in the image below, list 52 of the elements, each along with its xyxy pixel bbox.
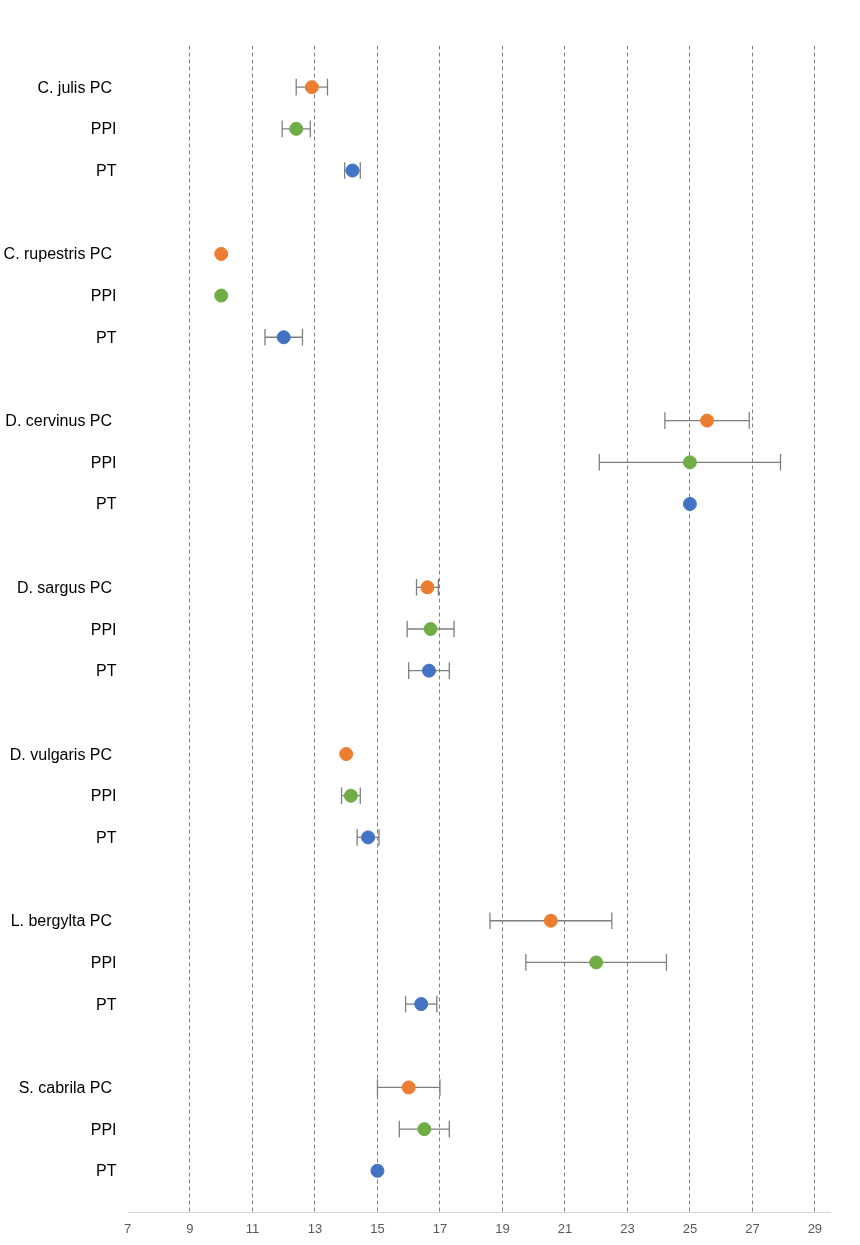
point bbox=[417, 1122, 432, 1137]
y-tick-label: S. cabrila PC bbox=[18, 1078, 113, 1096]
point bbox=[422, 663, 437, 678]
point bbox=[370, 1163, 385, 1178]
y-tick-label: C. julis PC bbox=[37, 78, 113, 96]
y-tick-label: C. rupestris PC bbox=[3, 245, 113, 263]
point bbox=[543, 913, 558, 928]
point bbox=[414, 997, 429, 1012]
point bbox=[289, 121, 304, 136]
y-tick-label: D. sargus PC bbox=[16, 578, 113, 596]
y-tick-label: PT bbox=[96, 662, 117, 680]
x-tick-label: 13 bbox=[307, 1220, 323, 1236]
x-tick-label: 9 bbox=[186, 1220, 194, 1236]
point bbox=[339, 747, 354, 762]
y-tick-label: D. cervinus PC bbox=[5, 412, 113, 430]
y-tick-label: PT bbox=[96, 995, 117, 1013]
y-tick-label: PPI bbox=[90, 120, 117, 138]
y-tick-label: PT bbox=[96, 162, 117, 180]
y-tick-label: PPI bbox=[90, 1120, 117, 1138]
y-tick-label: PPI bbox=[90, 620, 117, 638]
x-tick-label: 21 bbox=[557, 1220, 573, 1236]
x-tick-label: 15 bbox=[370, 1220, 385, 1236]
x-tick-label: 11 bbox=[245, 1220, 260, 1236]
point bbox=[276, 330, 291, 345]
point bbox=[420, 580, 435, 595]
point bbox=[214, 288, 229, 303]
point bbox=[401, 1080, 416, 1095]
y-tick-label: PPI bbox=[90, 787, 117, 805]
point bbox=[214, 246, 229, 261]
x-tick-label: 25 bbox=[682, 1220, 698, 1236]
point bbox=[682, 496, 697, 511]
y-tick-label: PT bbox=[96, 328, 117, 346]
y-tick-label: PPI bbox=[90, 453, 117, 471]
point bbox=[423, 622, 438, 636]
point bbox=[682, 455, 697, 470]
y-tick-label: PT bbox=[96, 495, 117, 513]
x-tick-label: 7 bbox=[123, 1220, 132, 1236]
y-tick-label: PT bbox=[96, 828, 117, 846]
point bbox=[589, 955, 604, 970]
x-tick-label: 29 bbox=[807, 1220, 823, 1236]
y-tick-label: D. vulgaris PC bbox=[9, 745, 113, 763]
point bbox=[304, 80, 319, 95]
y-tick-label: PPI bbox=[90, 953, 117, 971]
point bbox=[361, 830, 376, 845]
x-tick-label: 19 bbox=[495, 1220, 510, 1236]
x-tick-label: 27 bbox=[745, 1220, 760, 1236]
point bbox=[700, 413, 715, 428]
y-tick-label: PT bbox=[96, 1162, 117, 1180]
x-tick-label: 23 bbox=[620, 1220, 635, 1236]
y-tick-label: L. bergylta PC bbox=[10, 912, 113, 930]
y-tick-label: PPI bbox=[90, 287, 117, 305]
x-tick-label: 17 bbox=[432, 1220, 448, 1236]
